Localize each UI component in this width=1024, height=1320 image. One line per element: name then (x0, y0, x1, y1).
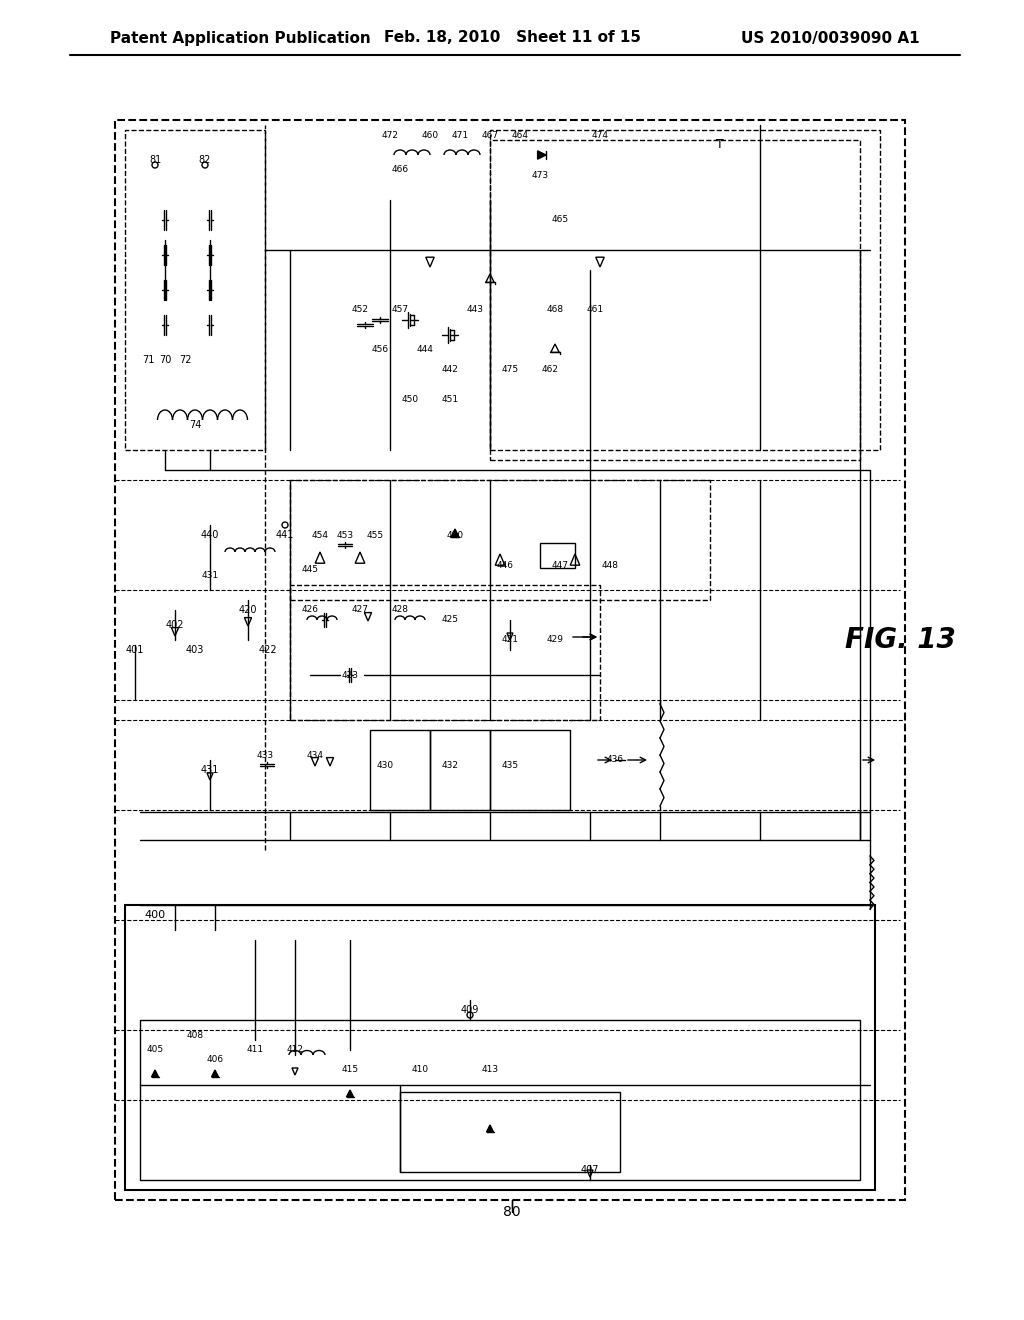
Text: 427: 427 (351, 606, 369, 615)
Text: 444: 444 (417, 346, 433, 355)
Text: 406: 406 (207, 1056, 223, 1064)
Text: 474: 474 (592, 131, 608, 140)
Text: 407: 407 (581, 1166, 599, 1175)
Text: FIG. 13: FIG. 13 (845, 626, 955, 653)
Text: 415: 415 (341, 1065, 358, 1074)
Text: Patent Application Publication: Patent Application Publication (110, 30, 371, 45)
Text: 462: 462 (542, 366, 558, 375)
Text: 402: 402 (166, 620, 184, 630)
Bar (125, 129, 265, 450)
Text: 465: 465 (552, 215, 568, 224)
Text: 475: 475 (502, 366, 518, 375)
Text: 412: 412 (287, 1045, 303, 1055)
Text: 81: 81 (148, 154, 161, 165)
Bar (490, 730, 570, 810)
Text: 445: 445 (301, 565, 318, 574)
Text: 436: 436 (606, 755, 624, 764)
Text: 450: 450 (401, 396, 419, 404)
Text: 452: 452 (351, 305, 369, 314)
Text: 403: 403 (185, 645, 204, 655)
Text: 471: 471 (452, 131, 469, 140)
Text: 455: 455 (367, 531, 384, 540)
Text: 451: 451 (441, 396, 459, 404)
Text: 443: 443 (467, 305, 483, 314)
Text: 411: 411 (247, 1045, 263, 1055)
Text: 441: 441 (275, 531, 294, 540)
Text: 431: 431 (202, 570, 218, 579)
Text: US 2010/0039090 A1: US 2010/0039090 A1 (741, 30, 920, 45)
Text: 80: 80 (503, 1205, 521, 1218)
Text: 410: 410 (412, 1065, 429, 1074)
Polygon shape (451, 529, 459, 537)
Text: 460: 460 (422, 131, 438, 140)
Text: 72: 72 (179, 355, 191, 366)
Text: 423: 423 (341, 671, 358, 680)
Text: 480: 480 (446, 531, 464, 540)
Bar (125, 906, 874, 1191)
Text: 431: 431 (201, 766, 219, 775)
Text: 472: 472 (382, 131, 398, 140)
Text: 457: 457 (391, 305, 409, 314)
Text: T: T (716, 139, 724, 152)
Bar (490, 129, 880, 450)
Text: Feb. 18, 2010   Sheet 11 of 15: Feb. 18, 2010 Sheet 11 of 15 (384, 30, 640, 45)
Text: 400: 400 (144, 909, 166, 920)
Text: 74: 74 (188, 420, 201, 430)
Bar (115, 120, 905, 1200)
Bar (400, 1092, 620, 1172)
Text: 464: 464 (512, 131, 528, 140)
Text: 440: 440 (201, 531, 219, 540)
Bar (370, 730, 430, 810)
Text: 433: 433 (256, 751, 273, 759)
Text: 442: 442 (441, 366, 459, 375)
Text: 420: 420 (239, 605, 257, 615)
Text: 405: 405 (146, 1045, 164, 1055)
Bar (540, 543, 575, 568)
Text: 447: 447 (552, 561, 568, 569)
Text: 448: 448 (601, 561, 618, 569)
Text: 429: 429 (547, 635, 563, 644)
Text: 468: 468 (547, 305, 563, 314)
Text: 428: 428 (391, 606, 409, 615)
Text: 446: 446 (497, 561, 513, 569)
Bar (430, 730, 490, 810)
Bar (490, 140, 860, 459)
Text: 421: 421 (502, 635, 518, 644)
Polygon shape (152, 1071, 159, 1077)
Text: 422: 422 (259, 645, 278, 655)
Text: 466: 466 (391, 165, 409, 174)
Text: 425: 425 (441, 615, 459, 624)
Bar (290, 480, 710, 601)
Text: 413: 413 (481, 1065, 499, 1074)
Text: 456: 456 (372, 346, 388, 355)
Text: 461: 461 (587, 305, 603, 314)
Text: 430: 430 (377, 760, 393, 770)
Text: 82: 82 (199, 154, 211, 165)
Text: 473: 473 (531, 170, 549, 180)
Text: 401: 401 (126, 645, 144, 655)
Text: 435: 435 (502, 760, 518, 770)
Text: 453: 453 (337, 531, 353, 540)
Bar (140, 1020, 860, 1180)
Text: 70: 70 (159, 355, 171, 366)
Polygon shape (538, 150, 546, 160)
Text: 434: 434 (306, 751, 324, 759)
Polygon shape (486, 1125, 494, 1133)
Text: 408: 408 (186, 1031, 204, 1040)
Text: 467: 467 (481, 131, 499, 140)
Text: 454: 454 (311, 531, 329, 540)
Text: 426: 426 (301, 606, 318, 615)
Bar (290, 585, 600, 719)
Text: 409: 409 (461, 1005, 479, 1015)
Text: 432: 432 (441, 760, 459, 770)
Text: 71: 71 (141, 355, 155, 366)
Polygon shape (212, 1071, 218, 1077)
Polygon shape (346, 1090, 353, 1097)
